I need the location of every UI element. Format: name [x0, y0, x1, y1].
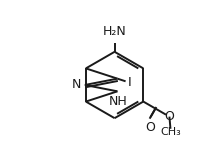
Text: O: O: [165, 110, 174, 123]
Text: NH: NH: [108, 95, 127, 108]
Text: CH₃: CH₃: [161, 127, 181, 137]
Text: N: N: [72, 78, 82, 91]
Text: I: I: [127, 76, 131, 89]
Text: O: O: [145, 121, 155, 134]
Text: H₂N: H₂N: [103, 25, 127, 38]
